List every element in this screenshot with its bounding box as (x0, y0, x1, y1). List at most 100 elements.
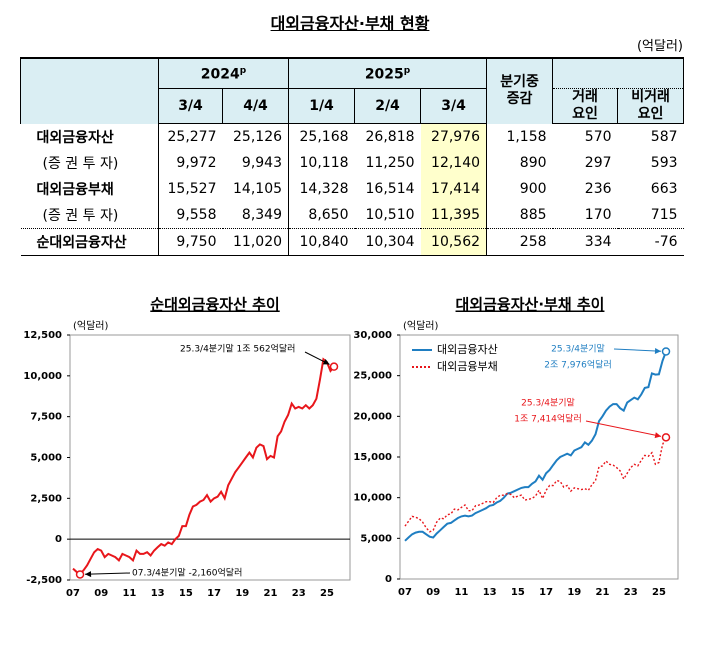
cell-value: 10,304 (354, 228, 421, 256)
arrow-head (322, 359, 330, 365)
blank-header (552, 57, 685, 89)
cell-value: 11,020 (222, 228, 289, 256)
y-unit: (억달러) (73, 320, 109, 332)
cell-value: 25,277 (167, 129, 217, 145)
factor-header: 비거래 요인 (617, 88, 685, 124)
legend-label: 대외금융부채 (437, 360, 498, 373)
table-row: 대외금융부채 15,527 14,105 14,328 16,514 17,414 900 2… (20, 176, 684, 202)
annotation-arrow (585, 420, 662, 437)
end-marker (329, 362, 339, 371)
cell-value: 715 (650, 207, 678, 223)
quarter-header: 2/4 (354, 88, 422, 124)
y-tick-label: -2,500 (26, 575, 62, 586)
quarter-header: 3/4 (420, 88, 488, 124)
table-unit: (억달러) (636, 39, 683, 54)
chart-title: 대외금융자산·부채 추이 (456, 296, 605, 314)
annotation-arrow (613, 348, 662, 352)
header-row: 2024p 2025p 분기중 증감 (20, 57, 685, 124)
annotation: 07.3/4분기말 -2,160억달러 (132, 567, 242, 579)
row-label: 대외금융자산 (20, 123, 159, 150)
chart-title: 순대외금융자산 추이 (150, 296, 279, 314)
x-tick-label: 15 (179, 588, 193, 599)
y-tick-label: 30,000 (353, 330, 392, 341)
x-tick-label: 21 (596, 587, 610, 598)
cell-value: 890 (486, 150, 553, 176)
cell-value: 10,118 (288, 150, 355, 176)
cell-value: 334 (552, 228, 618, 256)
header-row: 3/4 4/4 1/4 2/4 3/4 거래 요인 비거래 요인 (21, 88, 685, 124)
cell-value: 14,328 (288, 176, 355, 202)
x-tick-label: 19 (235, 588, 249, 599)
cell-value: 25,168 (288, 123, 355, 150)
cell-value: 10,510 (365, 207, 415, 223)
cell-value: 9,558 (176, 207, 217, 223)
y-tick-label: 0 (385, 574, 392, 585)
cell-value: 297 (584, 155, 612, 171)
table-title: 대외금융자산·부채 현황 (270, 14, 430, 33)
end-marker (661, 433, 671, 442)
cell-value: 900 (486, 176, 553, 202)
x-tick-label: 15 (511, 587, 525, 598)
cell-value: 170 (584, 207, 612, 223)
y-tick-label: 12,500 (23, 330, 62, 341)
cell-value: 258 (486, 228, 553, 256)
x-tick-label: 11 (454, 587, 468, 598)
cell-value: 17,414 (420, 176, 487, 202)
x-tick-label: 23 (292, 588, 306, 599)
series-line (72, 357, 335, 576)
row-label: 순대외금융자산 (20, 228, 159, 256)
change-header: 분기중 증감 (486, 57, 554, 124)
x-tick-label: 11 (122, 588, 136, 599)
cell-value: 593 (650, 155, 678, 171)
table-row: (증 권 투 자) 9,972 9,943 10,118 11,250 12,140 890… (20, 150, 684, 176)
preliminary-mark: p (239, 66, 247, 77)
x-tick-label: 13 (151, 588, 165, 599)
row-label: (증 권 투 자) (20, 202, 159, 229)
cell-value: 1,158 (486, 123, 553, 150)
x-tick-label: 25 (320, 588, 334, 599)
row-label: 대외금융부채 (20, 176, 159, 202)
data-table: 2024p 2025p 분기중 증감 3/4 4/4 1/4 2/4 3/4 거래 요인 비거래 … (20, 57, 685, 256)
x-tick-label: 19 (567, 587, 581, 598)
y-tick-label: 5,000 (360, 533, 392, 544)
quarter-header: 1/4 (288, 88, 356, 124)
cell-value: 11,250 (365, 155, 415, 171)
x-tick-label: 07 (398, 587, 412, 598)
y-tick-label: 15,000 (353, 452, 392, 463)
y-unit: (억달러) (403, 320, 439, 332)
cell-value: 25,126 (233, 129, 283, 145)
year: 2024 (200, 66, 240, 83)
quarter-header: 3/4 (158, 88, 223, 124)
cell-value: 663 (650, 181, 678, 197)
cell-value: 12,140 (420, 150, 487, 176)
row-label: (증 권 투 자) (20, 150, 159, 176)
annotation: 2조 7,976억달러 (544, 359, 611, 371)
x-tick-label: 09 (94, 588, 108, 599)
y-tick-label: 20,000 (353, 411, 392, 422)
y-tick-label: 25,000 (353, 371, 392, 382)
series-line (404, 437, 667, 533)
series-line (404, 351, 667, 542)
cell-value: 570 (584, 129, 612, 145)
cell-value: 10,840 (288, 228, 355, 256)
cell-value: 26,818 (365, 129, 415, 145)
annotation: 25.3/4분기말 (521, 397, 575, 409)
cell-value: 8,349 (241, 207, 283, 223)
x-tick-label: 21 (264, 588, 278, 599)
cell-value: 14,105 (233, 181, 283, 197)
x-tick-label: 09 (426, 587, 440, 598)
cell-value: 885 (486, 202, 553, 229)
cell-value: 9,750 (158, 228, 223, 256)
x-tick-label: 07 (66, 588, 80, 599)
cell-value: 10,562 (420, 228, 487, 256)
cell-value: 16,514 (365, 181, 415, 197)
table-row: (증 권 투 자) 9,558 8,349 8,650 10,510 11,395 885 1… (20, 202, 684, 229)
cell-value: -76 (617, 228, 684, 256)
year-header: 2024p (157, 57, 290, 89)
cell-value: 9,972 (176, 155, 217, 171)
factor-header: 거래 요인 (552, 88, 619, 124)
cell-value: 587 (650, 129, 678, 145)
x-tick-label: 17 (539, 587, 553, 598)
